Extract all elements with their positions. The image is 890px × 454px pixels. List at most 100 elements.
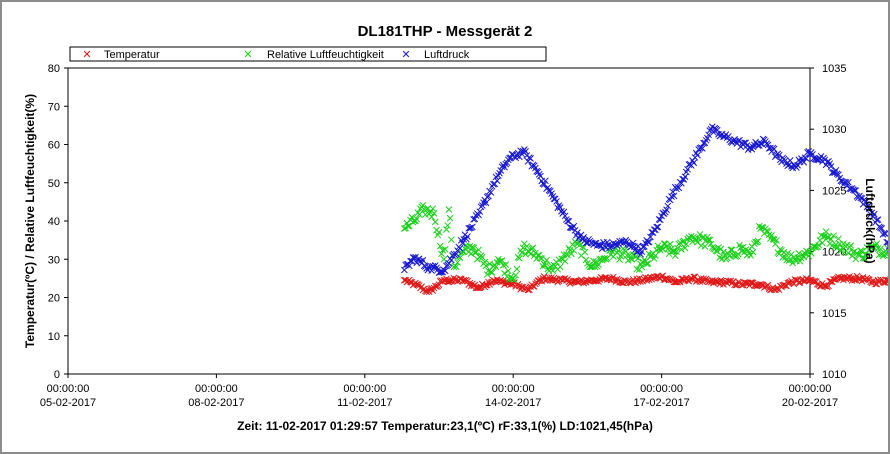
data-point bbox=[749, 248, 757, 256]
left-y-tick-label: 0 bbox=[54, 369, 60, 381]
data-point bbox=[847, 242, 855, 249]
data-point bbox=[645, 238, 653, 246]
data-point bbox=[827, 235, 835, 243]
data-point bbox=[440, 255, 448, 263]
data-point bbox=[810, 278, 818, 286]
left-y-axis-label: Temperatur(ºC) / Relative Luftfeuchtigke… bbox=[23, 94, 37, 348]
data-point bbox=[682, 240, 690, 248]
data-point bbox=[696, 231, 704, 238]
right-y-tick-label: 1010 bbox=[822, 369, 846, 381]
data-point bbox=[456, 244, 464, 252]
data-point bbox=[851, 187, 858, 194]
data-point bbox=[706, 236, 714, 244]
legend-item-humidity[interactable]: ✕ Relative Luftfeuchtigkeit bbox=[243, 49, 383, 61]
status-line: Zeit: 11-02-2017 01:29:57 Temperatur:23,… bbox=[237, 419, 653, 433]
data-point bbox=[884, 238, 888, 246]
data-point bbox=[481, 258, 489, 266]
x-tick-time: 00:00:00 bbox=[47, 383, 90, 395]
data-point bbox=[732, 281, 740, 289]
legend-label-humidity: Relative Luftfeuchtigkeit bbox=[267, 49, 384, 61]
data-point bbox=[731, 281, 738, 289]
data-point bbox=[862, 250, 870, 258]
data-point bbox=[712, 247, 720, 255]
legend-item-temperature[interactable]: ✕ Temperatur bbox=[82, 49, 160, 61]
left-y-tick-label: 30 bbox=[48, 254, 60, 266]
series-pressure bbox=[401, 123, 888, 277]
data-point bbox=[713, 126, 721, 134]
data-point bbox=[486, 260, 494, 268]
legend-label-pressure: Luftdruck bbox=[424, 49, 470, 61]
data-point bbox=[807, 249, 815, 257]
data-point bbox=[874, 216, 882, 223]
data-point bbox=[835, 235, 842, 243]
data-point bbox=[582, 239, 590, 247]
data-point bbox=[466, 242, 474, 250]
data-point bbox=[543, 256, 550, 264]
data-point bbox=[482, 262, 490, 270]
legend-marker-humidity: ✕ bbox=[243, 49, 252, 61]
data-point bbox=[448, 236, 455, 244]
data-point bbox=[639, 243, 647, 251]
data-point bbox=[769, 235, 777, 243]
x-tick-date: 05-02-2017 bbox=[40, 397, 96, 409]
data-point bbox=[680, 237, 688, 245]
x-tick-date: 08-02-2017 bbox=[188, 397, 244, 409]
right-y-axis-label: Luftdruck(hPa) bbox=[863, 178, 877, 263]
data-point bbox=[830, 276, 837, 283]
data-point bbox=[441, 267, 449, 275]
data-point bbox=[874, 245, 882, 252]
data-point bbox=[428, 267, 435, 275]
data-point bbox=[561, 257, 569, 265]
data-point bbox=[634, 255, 642, 262]
data-point bbox=[464, 233, 471, 240]
data-point bbox=[541, 262, 549, 269]
x-tick-date: 11-02-2017 bbox=[337, 397, 392, 409]
data-point bbox=[727, 246, 735, 254]
data-point bbox=[454, 259, 461, 266]
data-point bbox=[699, 145, 706, 152]
data-point bbox=[464, 243, 471, 251]
data-point bbox=[653, 223, 661, 231]
data-point bbox=[844, 178, 852, 186]
data-point bbox=[822, 228, 830, 235]
right-y-tick-label: 1030 bbox=[822, 124, 846, 136]
data-point bbox=[487, 189, 495, 196]
left-y-tick-label: 60 bbox=[48, 140, 60, 152]
x-tick-time: 00:00:00 bbox=[640, 383, 683, 395]
data-point bbox=[478, 253, 486, 261]
x-tick-time: 00:00:00 bbox=[789, 383, 832, 395]
data-point bbox=[705, 131, 712, 139]
data-point bbox=[884, 245, 888, 252]
legend-marker-temperature: ✕ bbox=[82, 49, 91, 61]
data-point bbox=[864, 251, 872, 259]
chart-title: DL181THP - Messgerät 2 bbox=[358, 23, 533, 40]
right-y-tick-label: 1025 bbox=[822, 185, 846, 197]
data-point bbox=[452, 263, 460, 271]
data-point bbox=[445, 206, 453, 213]
data-point bbox=[858, 248, 866, 255]
legend-item-pressure[interactable]: ✕ Luftdruck bbox=[401, 49, 469, 61]
data-point bbox=[754, 237, 762, 245]
data-point bbox=[747, 279, 754, 286]
data-point bbox=[430, 209, 438, 217]
data-point bbox=[880, 251, 888, 259]
data-point bbox=[444, 222, 452, 229]
data-point bbox=[712, 278, 720, 286]
data-point bbox=[428, 213, 435, 221]
data-point bbox=[592, 258, 600, 265]
data-point bbox=[701, 243, 709, 250]
data-point bbox=[595, 261, 602, 269]
data-point bbox=[856, 252, 863, 259]
data-point bbox=[413, 215, 421, 223]
data-point bbox=[828, 169, 836, 176]
data-point bbox=[644, 260, 652, 267]
data-point bbox=[846, 273, 853, 280]
data-point bbox=[654, 223, 662, 231]
data-point bbox=[538, 255, 545, 262]
x-tick-date: 20-02-2017 bbox=[782, 397, 838, 409]
data-point bbox=[804, 248, 811, 256]
data-point bbox=[553, 198, 560, 205]
data-point bbox=[482, 199, 490, 207]
data-point bbox=[423, 288, 430, 296]
